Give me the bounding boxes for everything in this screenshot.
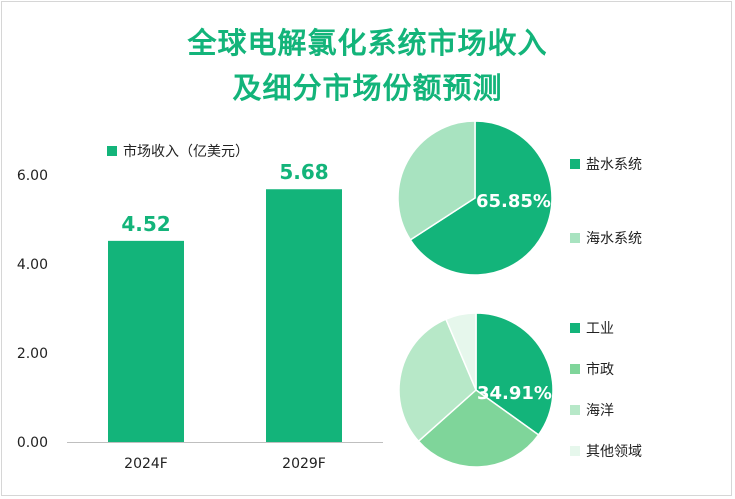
- legend-swatch: [570, 364, 580, 374]
- legend-item: 工业: [570, 318, 614, 338]
- x-tick-label: 2029F: [282, 456, 326, 472]
- legend-label: 盐水系统: [586, 157, 642, 173]
- legend-swatch: [570, 159, 580, 169]
- legend-label: 其他领域: [586, 444, 642, 460]
- y-tick-label: 2.00: [17, 346, 48, 362]
- legend-label: 工业: [586, 321, 614, 337]
- legend-item: 海洋: [570, 400, 614, 420]
- legend-label: 海水系统: [586, 231, 642, 247]
- pie-slice: [417, 389, 540, 468]
- legend-swatch: [570, 446, 580, 456]
- legend-label: 海洋: [586, 403, 614, 419]
- x-tick-label: 2024F: [124, 456, 168, 472]
- chart-title-line2: 及细分市场份额预测: [232, 71, 503, 105]
- bar-legend-label: 市场收入（亿美元）: [123, 144, 249, 160]
- y-tick-label: 0.00: [17, 435, 48, 451]
- bar: [108, 240, 184, 442]
- bar: [266, 189, 342, 442]
- bar-value-label: 4.52: [121, 212, 170, 236]
- pie-slice: [397, 120, 476, 241]
- bar-legend: 市场收入（亿美元）: [107, 141, 249, 161]
- legend-item: 市政: [570, 359, 614, 379]
- pie-slice: [398, 318, 477, 443]
- legend-item: 海水系统: [570, 228, 642, 248]
- y-tick-label: 6.00: [17, 168, 48, 184]
- legend-item: 其他领域: [570, 441, 642, 461]
- pie-slice: [475, 312, 554, 436]
- pie-slice: [444, 312, 477, 391]
- bar-value-label: 5.68: [279, 160, 328, 184]
- legend-item: 盐水系统: [570, 154, 642, 174]
- chart-title-line1: 全球电解氯化系统市场收入: [187, 26, 548, 60]
- bar-legend-swatch: [107, 146, 117, 156]
- legend-swatch: [570, 323, 580, 333]
- y-tick-label: 4.00: [17, 257, 48, 273]
- legend-swatch: [570, 233, 580, 243]
- legend-swatch: [570, 405, 580, 415]
- legend-label: 市政: [586, 362, 614, 378]
- pie-data-label: 34.91%: [477, 383, 552, 404]
- pie-data-label: 65.85%: [476, 191, 551, 212]
- pie-slice: [409, 120, 553, 276]
